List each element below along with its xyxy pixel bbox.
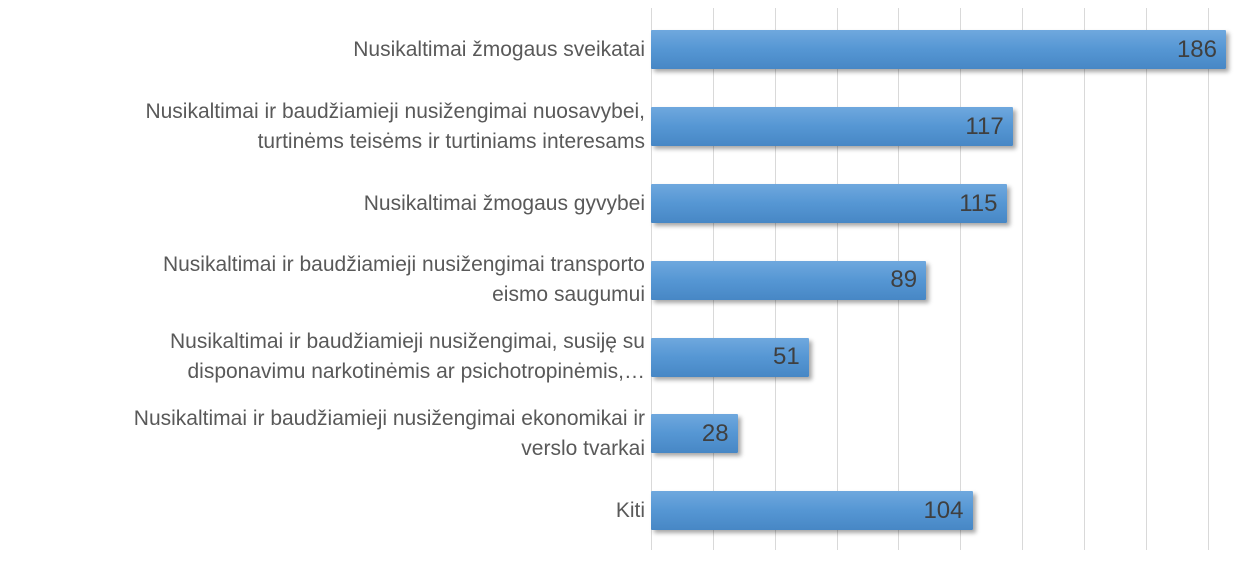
category-row: Kiti: [0, 472, 645, 549]
bar-row: 115: [651, 165, 1245, 242]
bar-row: 51: [651, 319, 1245, 396]
bar-row: 104: [651, 472, 1245, 549]
gridline: [960, 8, 962, 550]
bar: 28: [651, 414, 738, 454]
bar-value-label: 115: [959, 189, 998, 217]
bar-value-label: 51: [772, 343, 800, 371]
category-label: Nusikaltimai žmogaus sveikatai: [353, 37, 645, 61]
gridline: [1083, 8, 1085, 550]
category-axis: Nusikaltimai žmogaus sveikatai Nusikalti…: [0, 12, 645, 550]
category-row: Nusikaltimai ir baudžiamieji nusižengima…: [0, 242, 645, 319]
category-label: Nusikaltimai ir baudžiamieji nusižengima…: [133, 406, 645, 460]
category-row: Nusikaltimai ir baudžiamieji nusižengima…: [0, 396, 645, 473]
bar-row: 186: [651, 12, 1245, 89]
bar-row: 28: [651, 396, 1245, 473]
gridline: [1022, 8, 1023, 550]
bar-value-label: 104: [923, 496, 964, 524]
bar-row: 117: [651, 88, 1245, 165]
plot-area: 186 117 115 89 51 28: [651, 12, 1245, 550]
bar-value-label: 117: [965, 112, 1004, 140]
category-row: Nusikaltimai ir baudžiamieji nusižengima…: [0, 319, 645, 396]
bar: 117: [651, 107, 1013, 147]
gridline: [1145, 8, 1147, 550]
category-row: Nusikaltimai ir baudžiamieji nusižengima…: [0, 88, 645, 165]
category-row: Nusikaltimai žmogaus gyvybei: [0, 165, 645, 242]
bar-row: 89: [651, 242, 1245, 319]
bar-value-label: 28: [701, 419, 729, 447]
bar: 104: [651, 491, 973, 531]
bar: 89: [651, 260, 927, 300]
bar: 51: [651, 337, 809, 377]
bar-value-label: 186: [1176, 35, 1217, 63]
category-label: Nusikaltimai žmogaus gyvybei: [363, 191, 645, 215]
bar: 115: [651, 184, 1007, 224]
gridline: [1207, 8, 1209, 550]
category-label: Nusikaltimai ir baudžiamieji nusižengima…: [169, 330, 645, 384]
bar-value-label: 89: [890, 266, 918, 294]
bar: 186: [651, 30, 1226, 70]
category-label: Kiti: [615, 498, 645, 522]
category-row: Nusikaltimai žmogaus sveikatai: [0, 12, 645, 89]
category-label: Nusikaltimai ir baudžiamieji nusižengima…: [145, 99, 645, 153]
category-label: Nusikaltimai ir baudžiamieji nusižengima…: [162, 253, 645, 307]
